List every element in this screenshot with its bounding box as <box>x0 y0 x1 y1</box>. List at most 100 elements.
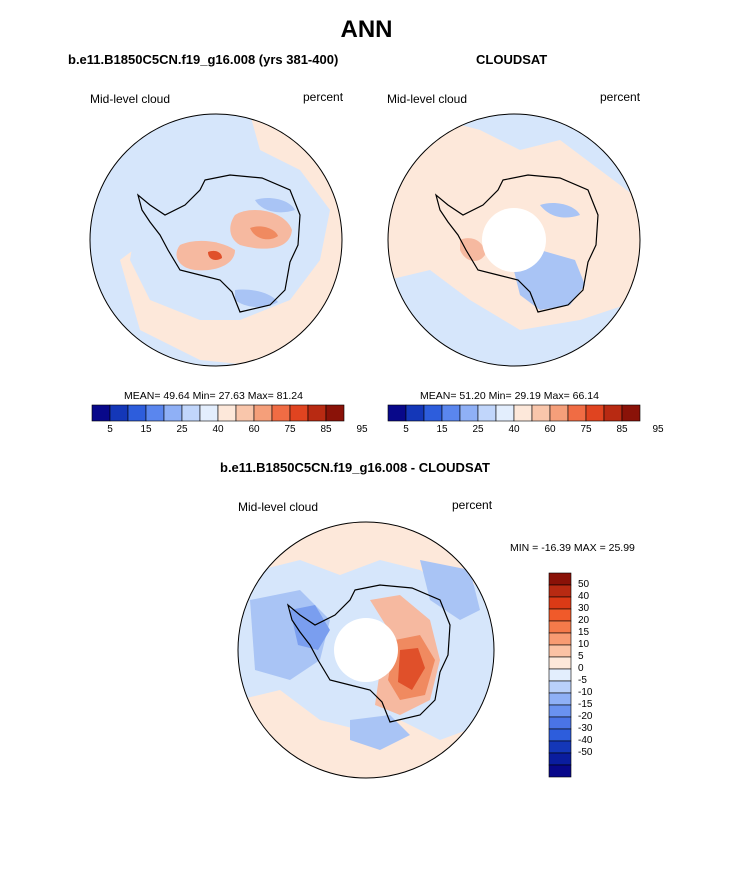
diff-panel-colorbar-box <box>548 632 572 646</box>
diff-panel-colorbar-tick-label: 10 <box>578 639 590 650</box>
panel-2-colorbar-tick-label: 85 <box>616 424 628 435</box>
diff-panel-colorbar-tick-label: 30 <box>578 603 590 614</box>
panel-2-colorbar-box <box>621 404 641 422</box>
diff-panel-red-region <box>398 648 425 690</box>
diff-panel-colorbar-tick-label: 5 <box>578 651 584 662</box>
diff-panel-colorbar-tick-label: -40 <box>578 735 593 746</box>
panel-1-max-label: Max= <box>247 390 274 402</box>
panel-1-colorbar-tick-label: 75 <box>284 424 296 435</box>
diff-panel-colorbar-tick-label: 0 <box>578 663 584 674</box>
panel-2-colorbar-tick-label: 5 <box>403 424 409 435</box>
panel-2-title: CLOUDSAT <box>476 52 548 67</box>
panel-2-blue-patch-2 <box>540 203 580 218</box>
diff-panel-pole-hole <box>334 618 398 682</box>
panel-1-units-label: percent <box>303 90 344 104</box>
diff-panel-colorbar-box <box>548 572 572 586</box>
panel-2-colorbar <box>387 404 641 422</box>
diff-panel-colorbar-box <box>548 620 572 634</box>
diff-panel-blue-patch-3 <box>420 560 480 620</box>
diff-panel-deep-blue-patch <box>290 605 330 650</box>
diff-panel-colorbar-tick-label: -30 <box>578 723 593 734</box>
panel-1-blue-patch-2 <box>235 289 278 308</box>
panel-1-colorbar-tick-label: 85 <box>320 424 332 435</box>
diff-panel-colorbar-box <box>548 716 572 730</box>
panel-1-colorbar-box <box>325 404 345 422</box>
panel-2-colorbar-tick-label: 40 <box>508 424 520 435</box>
panel-2-colorbar-tick-label: 15 <box>436 424 448 435</box>
diff-panel-title: b.e11.B1850C5CN.f19_g16.008 - CLOUDSAT <box>220 460 490 475</box>
panel-1-colorbar-tick-label: 25 <box>176 424 188 435</box>
diff-panel-colorbar-tick-label: 15 <box>578 627 590 638</box>
diff-panel-colorbar <box>548 572 572 778</box>
panel-1-blue-patch <box>255 198 295 213</box>
panel-2-salmon-patch <box>460 238 485 262</box>
panel-1-max-value: 81.24 <box>276 390 303 402</box>
panel-1-salmon-patch-2 <box>176 240 235 271</box>
panel-2-max-label: Max= <box>543 390 570 402</box>
panel-1-antarctica-coastline <box>136 174 301 313</box>
panel-2-colorbar-ticks: 5 15 25 40 60 75 85 95 <box>388 424 663 438</box>
panel-1-mean-label: MEAN= <box>124 390 161 402</box>
diff-panel-colorbar-box <box>548 596 572 610</box>
panel-1-red-spot <box>208 250 222 260</box>
diff-panel-colorbar-box <box>548 704 572 718</box>
panel-2-colorbar-tick-label: 95 <box>652 424 664 435</box>
panel-2-max-value: 66.14 <box>572 390 599 402</box>
panel-1-light-blue-region <box>90 114 260 366</box>
panel-2-colorbar-tick-label: 75 <box>580 424 592 435</box>
panel-1-colorbar <box>91 404 345 422</box>
diff-panel-field-label: Mid-level cloud <box>238 500 319 514</box>
diff-panel-colorbar-tick-label: -50 <box>578 747 593 758</box>
diff-panel-colorbar-box <box>548 764 572 778</box>
panel-2-min-label: Min= <box>488 390 512 402</box>
panel-2-mean-label: MEAN= <box>420 390 457 402</box>
diff-panel-colorbar-tick-label: 50 <box>578 579 590 590</box>
panel-2-antarctica-coastline <box>434 174 599 313</box>
panel-1-min-label: Min= <box>192 390 216 402</box>
panel-1-map-border <box>89 113 343 367</box>
panel-2-field-label: Mid-level cloud <box>387 92 468 106</box>
panel-1-field-label: Mid-level cloud <box>90 92 171 106</box>
panel-2-colorbar-tick-label: 25 <box>472 424 484 435</box>
panel-1-colorbar-tick-label: 15 <box>140 424 152 435</box>
panel-1-colorbar-tick-label: 5 <box>107 424 113 435</box>
panel-2-map-border <box>387 113 641 367</box>
diff-panel-blue-patch-2 <box>350 715 410 750</box>
diff-panel-colorbar-box <box>548 680 572 694</box>
diff-panel-colorbar-tick-label: -15 <box>578 699 593 710</box>
diff-panel-colorbar-box <box>548 668 572 682</box>
panel-1-colorbar-ticks: 5 15 25 40 60 75 85 95 <box>92 424 367 438</box>
main-title: ANN <box>340 16 393 43</box>
diff-panel-colorbar-box <box>548 752 572 766</box>
panel-2-colorbar-tick-label: 60 <box>544 424 556 435</box>
panel-1-stats: MEAN= 49.64 Min= 27.63 Max= 81.24 <box>124 390 303 402</box>
diff-panel-colorbar-ticks: 50 40 30 20 15 10 5 0 -5 -10 -15 -20 -30 -40 -50 <box>578 573 618 777</box>
diff-panel-colorbar-box <box>548 728 572 742</box>
panel-1-mean-value: 49.64 <box>163 390 190 402</box>
diff-panel-map-border <box>237 521 495 779</box>
panel-2-mean-value: 51.20 <box>459 390 486 402</box>
panel-2-light-blue-region <box>388 270 640 366</box>
diff-panel-colorbar-tick-label: -20 <box>578 711 593 722</box>
diff-panel-colorbar-tick-label: 20 <box>578 615 590 626</box>
panel-1-colorbar-tick-label: 60 <box>248 424 260 435</box>
diff-panel-colorbar-box <box>548 656 572 670</box>
panel-2-units-label: percent <box>600 90 641 104</box>
panel-2-pole-hole <box>482 208 546 272</box>
diff-panel-units-label: percent <box>452 498 493 512</box>
panel-1-min-value: 27.63 <box>218 390 245 402</box>
diff-panel-colorbar-box <box>548 644 572 658</box>
diff-panel-colorbar-tick-label: 40 <box>578 591 590 602</box>
diff-panel-colorbar-box <box>548 740 572 754</box>
panel-2-stats: MEAN= 51.20 Min= 29.19 Max= 66.14 <box>420 390 599 402</box>
diff-panel-antarctica-coastline <box>286 584 451 723</box>
panel-1-colorbar-tick-label: 95 <box>356 424 368 435</box>
diff-panel-colorbar-box <box>548 692 572 706</box>
diff-panel-minmax: MIN = -16.39 MAX = 25.99 <box>510 542 635 554</box>
panel-1-light-blue-ring <box>130 114 330 320</box>
panel-1-colorbar-tick-label: 40 <box>212 424 224 435</box>
diff-panel-colorbar-box <box>548 584 572 598</box>
